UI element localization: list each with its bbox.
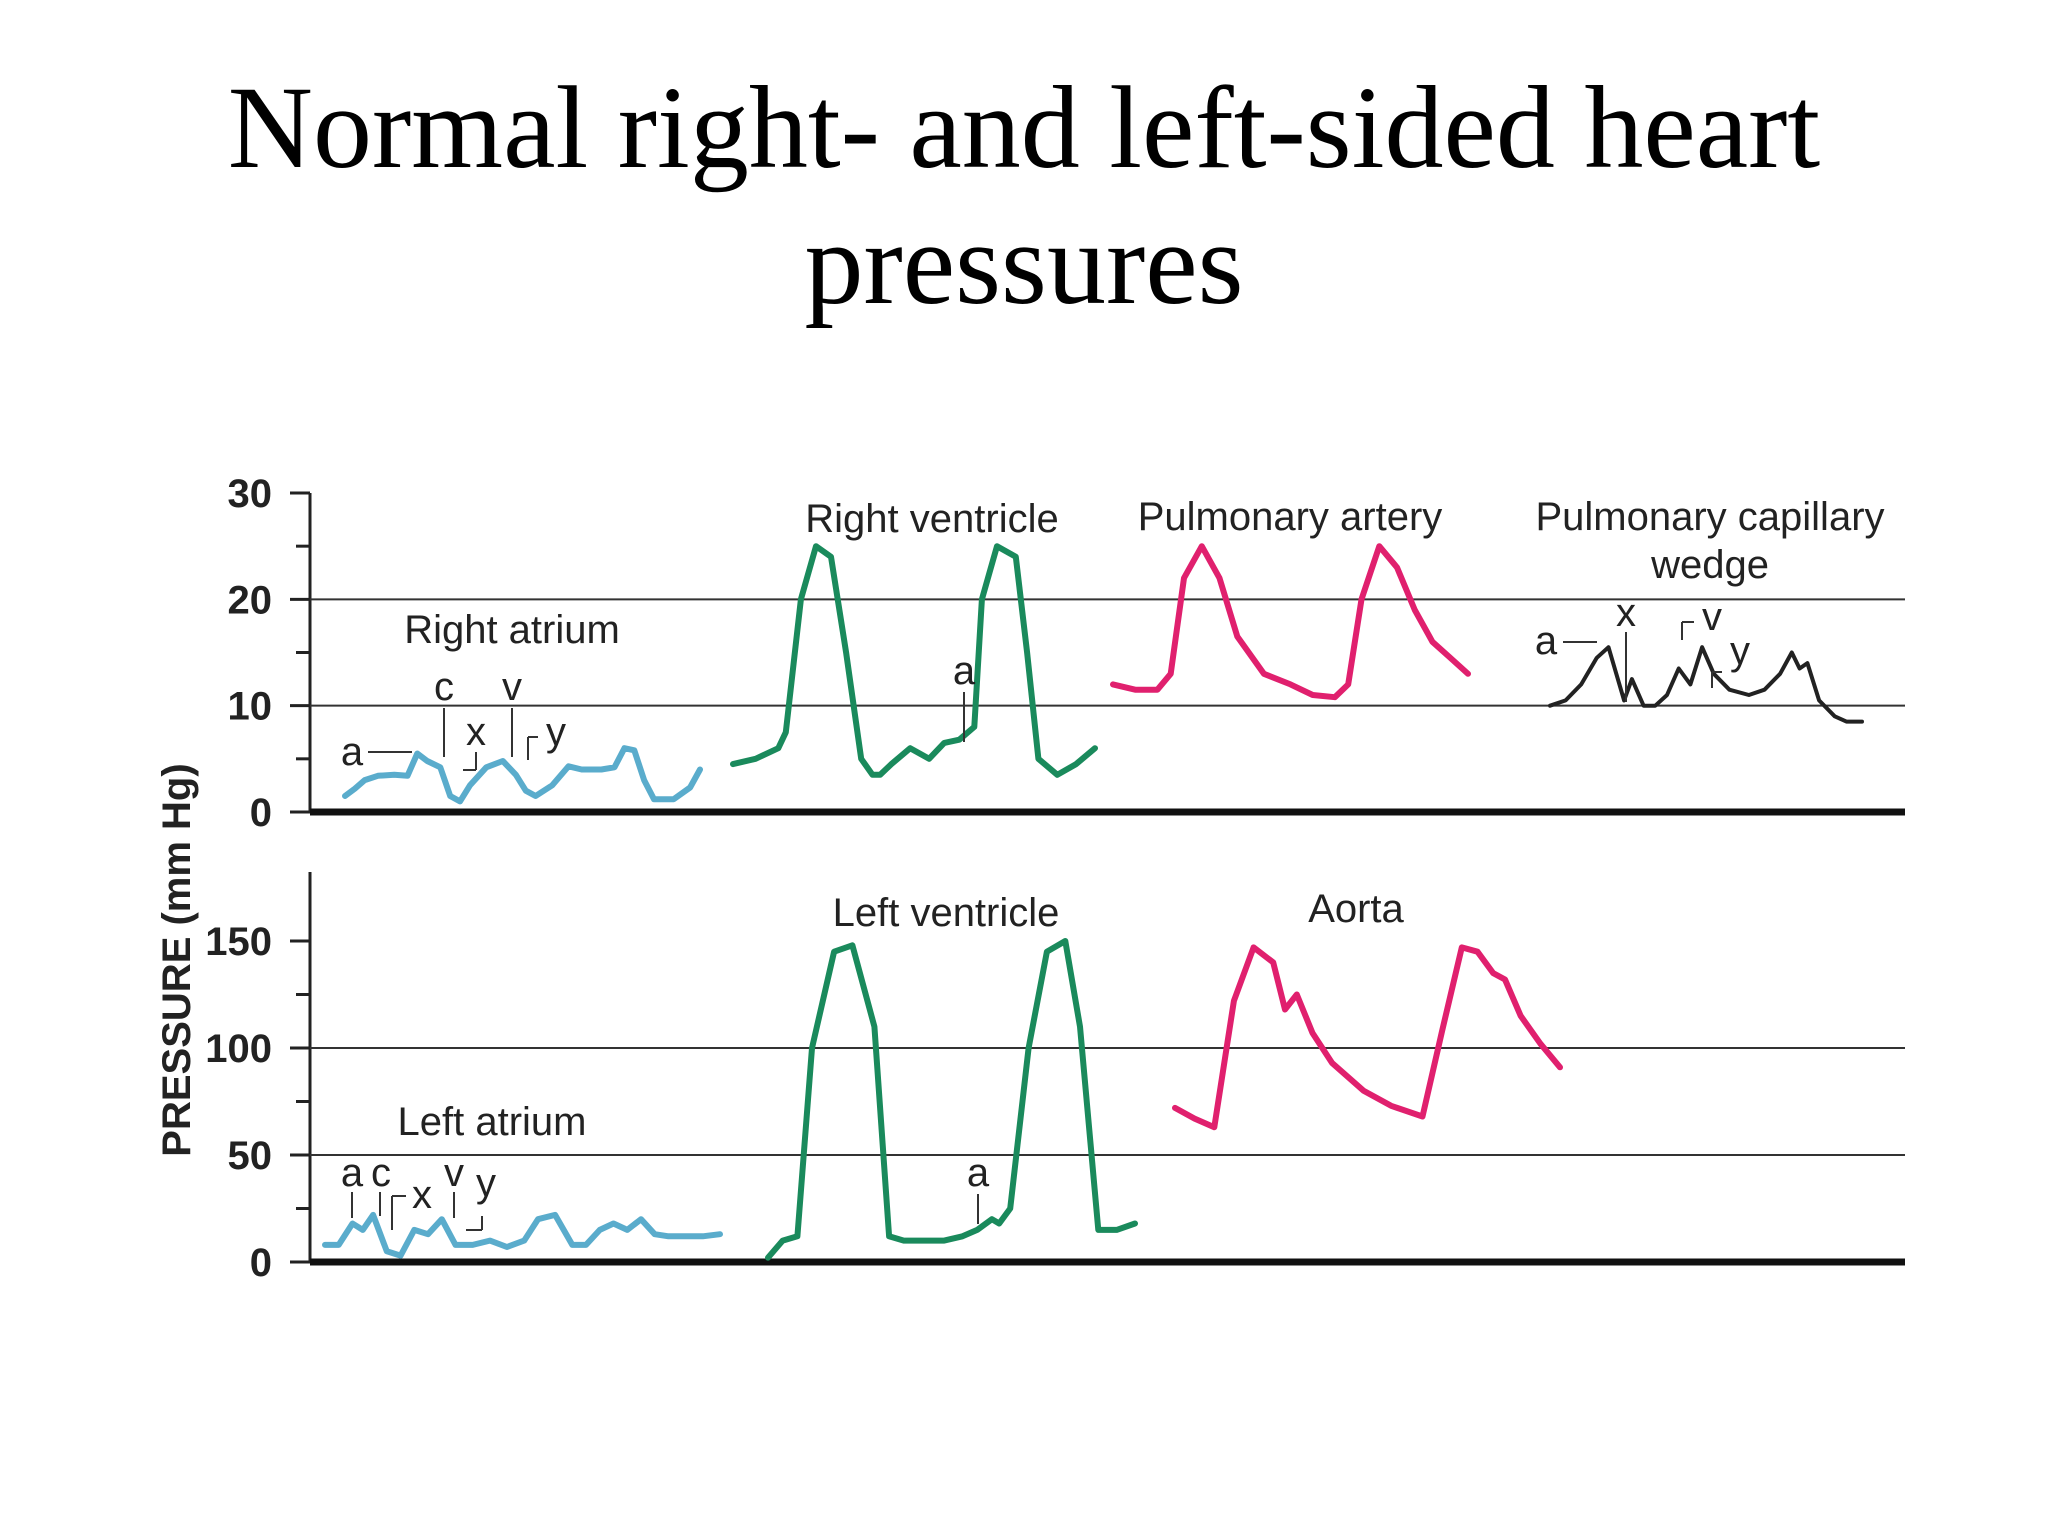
panel-left-sided: 0 50 100 150 xyxy=(205,872,1905,1285)
label-wedge-line-1: Pulmonary capillary xyxy=(1535,495,1884,539)
ann-ra-a: a xyxy=(341,730,364,774)
label-pulmonary-artery: Pulmonary artery xyxy=(1138,495,1443,539)
ann-pcw-x: x xyxy=(1616,591,1636,635)
series-line-left-atrium xyxy=(322,1211,723,1259)
y-tick-label: 0 xyxy=(250,791,272,835)
series-line-pulmonary-capillary-wedge xyxy=(1548,645,1864,724)
title-line-2: pressures xyxy=(804,198,1244,329)
title-line-1: Normal right- and left-sided heart xyxy=(227,62,1821,193)
y-tick-label: 20 xyxy=(228,578,273,622)
ann-lv-a: a xyxy=(967,1151,990,1195)
series-line-pulmonary-artery xyxy=(1110,543,1471,701)
ann-la-x: x xyxy=(412,1173,432,1217)
ann-la-y: y xyxy=(476,1161,496,1205)
ann-pcw-y: y xyxy=(1730,629,1750,673)
y-tick-label: 50 xyxy=(228,1134,273,1178)
series-line-aorta xyxy=(1172,944,1563,1131)
y-tick-label: 0 xyxy=(250,1241,272,1285)
label-wedge-line-2: wedge xyxy=(1650,543,1769,587)
page-title: Normal right- and left-sided heart press… xyxy=(0,60,2048,332)
series-line-left-ventricle xyxy=(765,938,1138,1261)
ann-la-a: a xyxy=(341,1151,364,1195)
ann-pcw-a: a xyxy=(1535,619,1558,663)
label-left-atrium: Left atrium xyxy=(398,1100,587,1144)
ann-rv-a: a xyxy=(953,649,976,693)
label-left-ventricle: Left ventricle xyxy=(833,891,1060,935)
ann-ra-x: x xyxy=(466,710,486,754)
label-aorta: Aorta xyxy=(1308,887,1404,931)
y-tick-label: 10 xyxy=(228,685,273,729)
ann-la-v: v xyxy=(444,1151,464,1195)
ann-pcw-v: v xyxy=(1702,595,1722,639)
label-right-atrium: Right atrium xyxy=(404,608,620,652)
annotations-right-atrium xyxy=(368,708,538,771)
y-tick-label: 100 xyxy=(205,1027,272,1071)
ann-la-c: c xyxy=(371,1151,391,1195)
series-line-right-atrium xyxy=(342,745,703,805)
series-line-right-ventricle xyxy=(730,543,1098,778)
panel-right-sided: 0 10 20 30 xyxy=(228,472,1905,835)
ann-ra-v: v xyxy=(502,665,522,709)
ann-ra-c: c xyxy=(434,665,454,709)
label-right-ventricle: Right ventricle xyxy=(805,497,1058,541)
y-axis-title: PRESSURE (mm Hg) xyxy=(155,763,199,1156)
annotations-left-atrium xyxy=(351,1192,483,1231)
ann-ra-y: y xyxy=(546,710,566,754)
annotations-wedge xyxy=(1563,621,1722,702)
y-tick-label: 150 xyxy=(205,920,272,964)
y-tick-label: 30 xyxy=(228,472,273,516)
